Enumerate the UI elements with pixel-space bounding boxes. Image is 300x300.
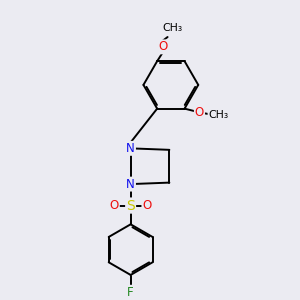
Text: O: O: [110, 199, 119, 212]
Text: F: F: [127, 286, 134, 299]
Text: N: N: [126, 142, 135, 155]
Text: S: S: [126, 199, 135, 212]
Text: O: O: [195, 106, 204, 119]
Text: CH₃: CH₃: [208, 110, 229, 120]
Text: O: O: [158, 40, 167, 53]
Text: O: O: [142, 199, 152, 212]
Text: N: N: [126, 178, 135, 190]
Text: CH₃: CH₃: [162, 23, 182, 33]
